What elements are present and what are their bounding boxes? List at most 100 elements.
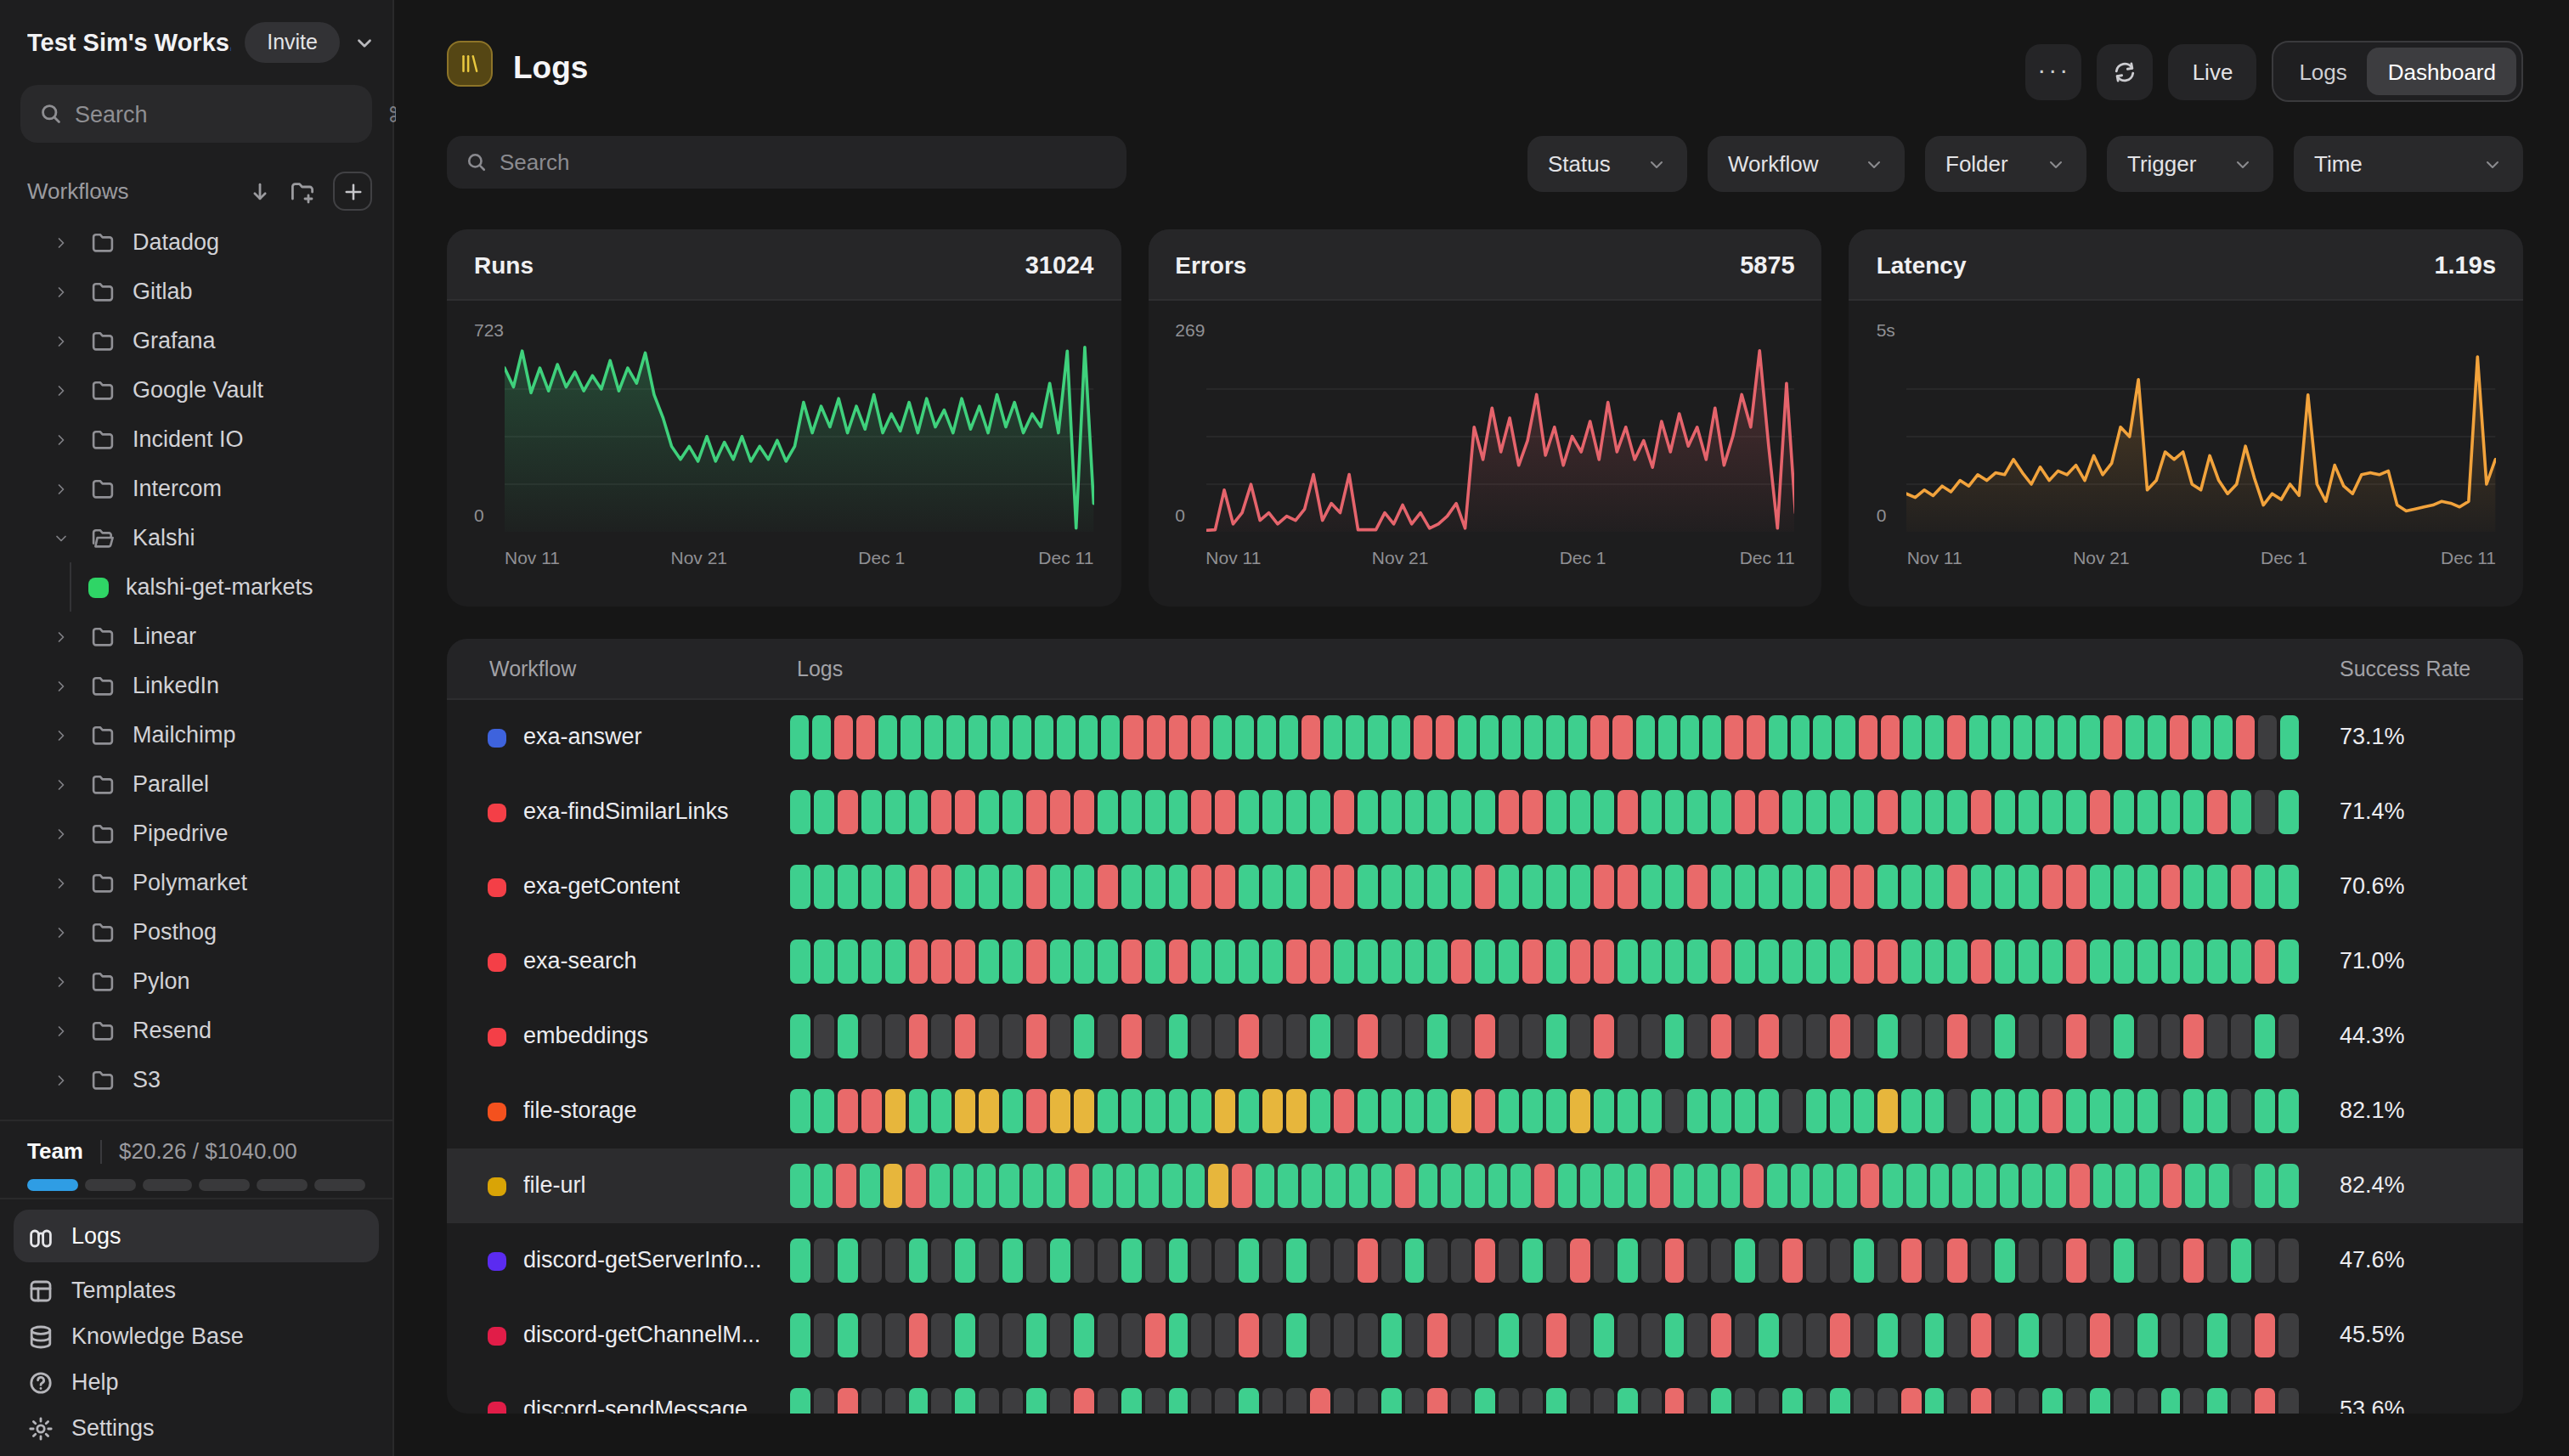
sidebar-folder-gitlab[interactable]: Gitlab xyxy=(0,267,392,316)
table-row-file-url[interactable]: file-url82.4% xyxy=(447,1148,2523,1223)
log-bar[interactable] xyxy=(1124,715,1143,759)
log-bar[interactable] xyxy=(1759,940,1779,984)
log-bar[interactable] xyxy=(1522,1089,1543,1133)
log-bar[interactable] xyxy=(1640,940,1661,984)
log-bar[interactable] xyxy=(1476,1014,1496,1058)
log-bar[interactable] xyxy=(1476,790,1496,834)
log-bar[interactable] xyxy=(1570,1014,1590,1058)
log-bar[interactable] xyxy=(1358,940,1378,984)
log-bar[interactable] xyxy=(1121,1313,1141,1357)
log-bar[interactable] xyxy=(2137,1014,2157,1058)
log-bar[interactable] xyxy=(1499,1014,1519,1058)
log-bar[interactable] xyxy=(1121,1014,1141,1058)
log-bar[interactable] xyxy=(838,1014,858,1058)
log-bar[interactable] xyxy=(956,790,976,834)
log-bar[interactable] xyxy=(2208,1313,2228,1357)
log-bar[interactable] xyxy=(1435,715,1454,759)
log-bar[interactable] xyxy=(1688,1313,1708,1357)
log-bar[interactable] xyxy=(1570,790,1590,834)
log-bar[interactable] xyxy=(1002,1239,1023,1283)
log-bar[interactable] xyxy=(908,1388,929,1414)
log-bar[interactable] xyxy=(1002,1313,1023,1357)
log-bar[interactable] xyxy=(956,1089,976,1133)
log-bar[interactable] xyxy=(1121,865,1141,909)
log-bar[interactable] xyxy=(1216,1014,1236,1058)
log-bar[interactable] xyxy=(1806,1014,1827,1058)
log-bar[interactable] xyxy=(2114,1313,2134,1357)
sidebar-item-templates[interactable]: Templates xyxy=(0,1267,392,1313)
sidebar-folder-resend[interactable]: Resend xyxy=(0,1006,392,1055)
log-bar[interactable] xyxy=(1452,1014,1472,1058)
logs-search[interactable] xyxy=(447,136,1126,189)
log-bar[interactable] xyxy=(1972,1313,1992,1357)
log-bar[interactable] xyxy=(2042,940,2063,984)
log-bar[interactable] xyxy=(908,790,929,834)
log-bar[interactable] xyxy=(1635,715,1654,759)
log-bar[interactable] xyxy=(1736,1239,1756,1283)
log-bar[interactable] xyxy=(1279,715,1298,759)
sidebar-folder-linear[interactable]: Linear xyxy=(0,612,392,661)
log-bar[interactable] xyxy=(1262,940,1283,984)
log-bar[interactable] xyxy=(2278,1014,2299,1058)
chevron-right-icon[interactable] xyxy=(53,677,71,694)
log-bar[interactable] xyxy=(1591,715,1610,759)
log-bar[interactable] xyxy=(2042,865,2063,909)
sidebar-search-input[interactable] xyxy=(75,101,375,127)
log-bar[interactable] xyxy=(2160,1089,2181,1133)
sidebar-item-help[interactable]: Help xyxy=(0,1359,392,1405)
sidebar-folder-datadog[interactable]: Datadog xyxy=(0,217,392,267)
sidebar-folder-google-vault[interactable]: Google Vault xyxy=(0,365,392,415)
log-bar[interactable] xyxy=(1604,1164,1623,1208)
log-bar[interactable] xyxy=(1830,1313,1850,1357)
chevron-down-icon[interactable] xyxy=(353,31,375,54)
log-bar[interactable] xyxy=(2160,1313,2181,1357)
log-bar[interactable] xyxy=(1854,1089,1874,1133)
log-bar[interactable] xyxy=(1747,715,1765,759)
log-bar[interactable] xyxy=(901,715,920,759)
log-bar[interactable] xyxy=(1192,1239,1212,1283)
log-bar[interactable] xyxy=(1026,1089,1047,1133)
log-bar[interactable] xyxy=(861,1014,881,1058)
log-bar[interactable] xyxy=(2114,790,2134,834)
log-bar[interactable] xyxy=(1168,1089,1189,1133)
log-bar[interactable] xyxy=(1079,715,1098,759)
log-bar[interactable] xyxy=(1239,1388,1259,1414)
log-bar[interactable] xyxy=(2042,1313,2063,1357)
log-bar[interactable] xyxy=(1428,1014,1448,1058)
log-bar[interactable] xyxy=(1050,790,1070,834)
log-bar[interactable] xyxy=(2000,1164,2019,1208)
log-bar[interactable] xyxy=(2208,865,2228,909)
log-bar[interactable] xyxy=(1310,790,1330,834)
log-bar[interactable] xyxy=(2162,1164,2182,1208)
log-bar[interactable] xyxy=(1380,1014,1401,1058)
log-bar[interactable] xyxy=(1594,1388,1614,1414)
sidebar-folder-pylon[interactable]: Pylon xyxy=(0,957,392,1006)
log-bar[interactable] xyxy=(2208,1239,2228,1283)
log-bar[interactable] xyxy=(1098,790,1118,834)
log-bar[interactable] xyxy=(2232,1239,2252,1283)
log-bar[interactable] xyxy=(2019,790,2039,834)
log-bar[interactable] xyxy=(1209,1164,1228,1208)
log-bar[interactable] xyxy=(813,1164,833,1208)
log-bar[interactable] xyxy=(1192,1388,1212,1414)
log-bar[interactable] xyxy=(1026,790,1047,834)
log-bar[interactable] xyxy=(884,1089,905,1133)
log-bar[interactable] xyxy=(2114,1239,2134,1283)
filter-dropdown-time[interactable]: Time xyxy=(2294,136,2523,192)
log-bar[interactable] xyxy=(1791,715,1810,759)
log-bar[interactable] xyxy=(1476,1388,1496,1414)
log-bar[interactable] xyxy=(2184,1089,2205,1133)
log-bar[interactable] xyxy=(1452,790,1472,834)
sidebar-folder-incident-io[interactable]: Incident IO xyxy=(0,415,392,464)
log-bar[interactable] xyxy=(956,940,976,984)
log-bar[interactable] xyxy=(1452,1388,1472,1414)
log-bar[interactable] xyxy=(2066,1313,2086,1357)
log-bar[interactable] xyxy=(1380,1388,1401,1414)
log-bar[interactable] xyxy=(1121,940,1141,984)
log-bar[interactable] xyxy=(2066,1388,2086,1414)
log-bar[interactable] xyxy=(1854,790,1874,834)
log-bar[interactable] xyxy=(1098,1313,1118,1357)
log-bar[interactable] xyxy=(1050,1313,1070,1357)
log-bar[interactable] xyxy=(1860,1164,1879,1208)
log-bar[interactable] xyxy=(1640,1014,1661,1058)
